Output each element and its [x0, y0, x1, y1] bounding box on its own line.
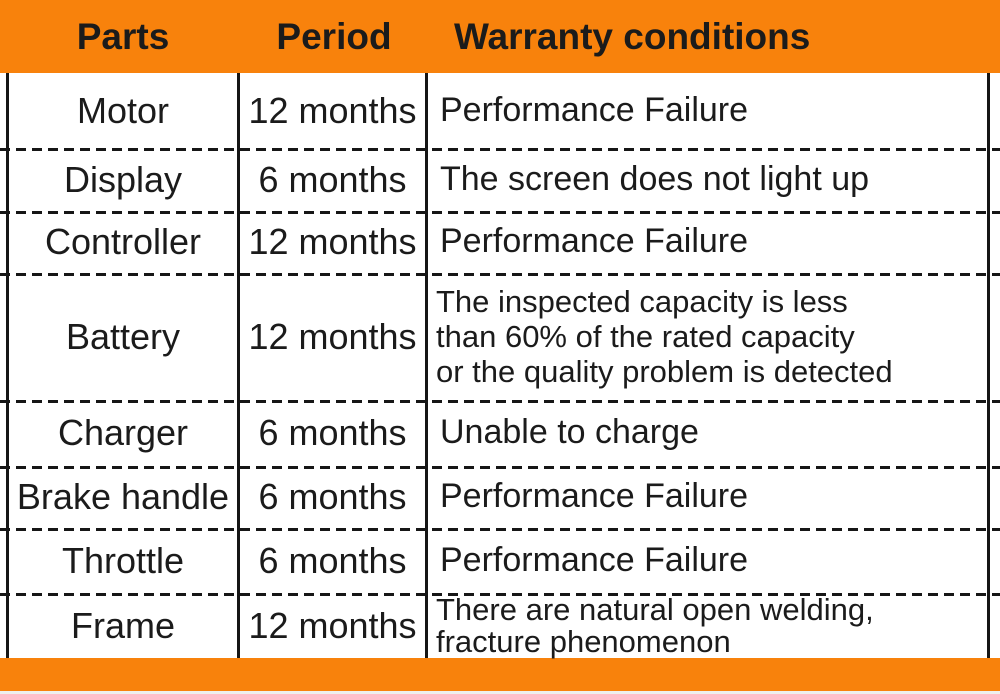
part-cell: Display [6, 148, 240, 211]
part-cell: Motor [6, 73, 240, 148]
period-cell: 12 months [240, 211, 428, 273]
period-cell: 6 months [240, 466, 428, 528]
condition-cell: The screen does not light up [428, 148, 990, 211]
bottom-edge-strip [0, 691, 1000, 694]
condition-cell: Performance Failure [428, 528, 990, 593]
table-body: Motor 12 months Performance Failure Disp… [0, 73, 1000, 658]
table-row-charger: Charger 6 months Unable to charge [0, 400, 1000, 466]
table-row-controller: Controller 12 months Performance Failure [0, 211, 1000, 273]
part-cell: Brake handle [6, 466, 240, 528]
condition-cell: Performance Failure [428, 73, 990, 148]
table-row-throttle: Throttle 6 months Performance Failure [0, 528, 1000, 593]
table-row-display: Display 6 months The screen does not lig… [0, 148, 1000, 211]
part-cell: Battery [6, 273, 240, 400]
table-header-row: Parts Period Warranty conditions [0, 0, 1000, 73]
period-cell: 6 months [240, 528, 428, 593]
condition-cell: Unable to charge [428, 400, 990, 466]
condition-cell: Performance Failure [428, 466, 990, 528]
part-cell: Frame [6, 593, 240, 658]
period-cell: 6 months [240, 400, 428, 466]
table-row-motor: Motor 12 months Performance Failure [0, 73, 1000, 148]
part-cell: Controller [6, 211, 240, 273]
condition-cell: There are natural open welding, fracture… [428, 593, 990, 658]
period-cell: 6 months [240, 148, 428, 211]
table-row-battery: Battery 12 months The inspected capacity… [0, 273, 1000, 400]
table-row-frame: Frame 12 months There are natural open w… [0, 593, 1000, 658]
header-parts: Parts [76, 15, 170, 57]
condition-cell: The inspected capacity is less than 60% … [428, 273, 990, 400]
period-cell: 12 months [240, 73, 428, 148]
bottom-accent-bar [0, 658, 1000, 691]
period-cell: 12 months [240, 593, 428, 658]
period-cell: 12 months [240, 273, 428, 400]
part-cell: Throttle [6, 528, 240, 593]
header-warranty-conditions: Warranty conditions [454, 15, 811, 57]
header-period: Period [276, 15, 392, 57]
table-row-brake-handle: Brake handle 6 months Performance Failur… [0, 466, 1000, 528]
condition-cell: Performance Failure [428, 211, 990, 273]
part-cell: Charger [6, 400, 240, 466]
